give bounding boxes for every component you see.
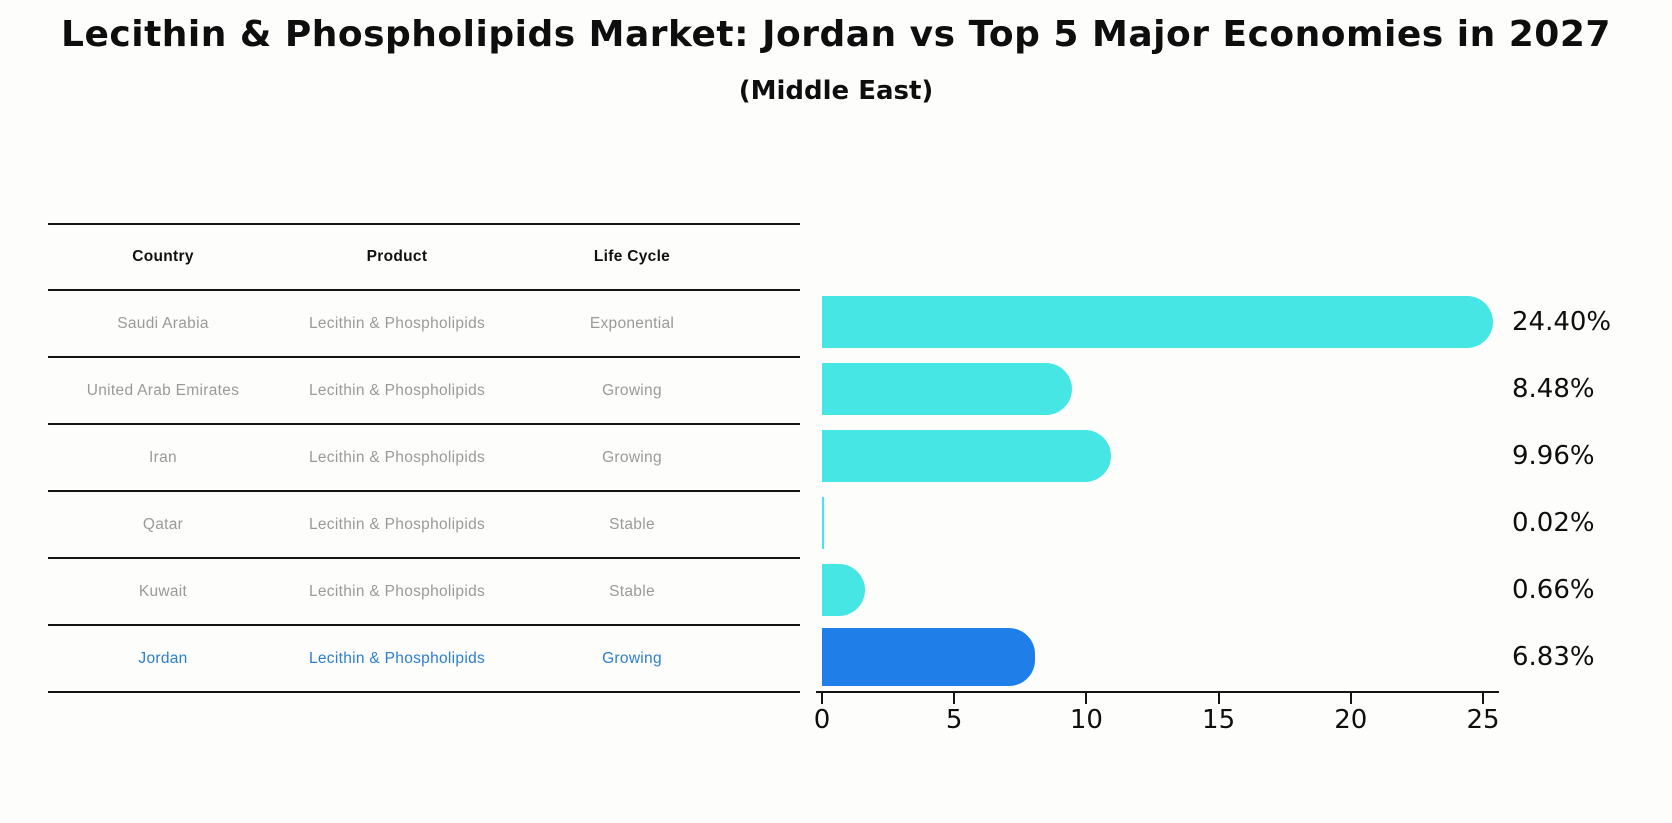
- chart-title: Lecithin & Phospholipids Market: Jordan …: [61, 14, 1611, 55]
- tick-mark: [1085, 693, 1088, 704]
- value-label-saudi-arabia: 24.40%: [1512, 307, 1612, 337]
- cell-product: Lecithin & Phospholipids: [308, 314, 486, 332]
- cell-product: Lecithin & Phospholipids: [308, 582, 486, 600]
- bar-kuwait: [822, 564, 865, 616]
- cell-life-cycle: Growing: [602, 381, 662, 399]
- tick-label: 5: [945, 705, 963, 735]
- cell-country: Jordan: [138, 649, 188, 667]
- table-row-uae: United Arab Emirates Lecithin & Phosphol…: [48, 358, 800, 425]
- column-header-life-cycle: Life Cycle: [593, 248, 671, 265]
- cell-country: Iran: [149, 448, 177, 466]
- x-axis-line: [816, 691, 1499, 693]
- tick-mark: [1349, 693, 1352, 704]
- cell-life-cycle: Growing: [602, 448, 662, 466]
- cell-life-cycle: Stable: [609, 515, 655, 533]
- table-row-saudi-arabia: Saudi Arabia Lecithin & Phospholipids Ex…: [48, 291, 800, 358]
- cell-country: Qatar: [142, 515, 184, 533]
- cell-life-cycle: Growing: [602, 649, 662, 667]
- column-header-product: Product: [366, 248, 428, 265]
- chart-subtitle: (Middle East): [738, 76, 934, 106]
- tick-label: 20: [1334, 705, 1368, 735]
- tick-label: 15: [1202, 705, 1236, 735]
- value-label-iran: 9.96%: [1512, 441, 1595, 471]
- cell-product: Lecithin & Phospholipids: [308, 649, 486, 667]
- bar-iran: [822, 430, 1111, 482]
- bar-saudi-arabia: [822, 296, 1493, 348]
- tick-label: 0: [813, 705, 831, 735]
- tick-label: 25: [1466, 705, 1500, 735]
- table-row-qatar: Qatar Lecithin & Phospholipids Stable: [48, 492, 800, 559]
- tick-label: 10: [1069, 705, 1103, 735]
- cell-product: Lecithin & Phospholipids: [308, 448, 486, 466]
- table-header-row: Country Product Life Cycle: [48, 225, 800, 291]
- value-label-jordan: 6.83%: [1512, 642, 1595, 672]
- cell-life-cycle: Stable: [609, 582, 655, 600]
- cell-country: Kuwait: [138, 582, 188, 600]
- bar-united-arab-emirates: [822, 363, 1072, 415]
- cell-product: Lecithin & Phospholipids: [308, 515, 486, 533]
- column-header-country: Country: [132, 248, 194, 265]
- value-label-uae: 8.48%: [1512, 374, 1595, 404]
- value-label-qatar: 0.02%: [1512, 508, 1595, 538]
- cell-country: Saudi Arabia: [117, 314, 209, 332]
- tick-mark: [821, 693, 823, 704]
- cell-life-cycle: Exponential: [589, 314, 675, 332]
- value-label-kuwait: 0.66%: [1512, 575, 1595, 605]
- table-row-jordan: Jordan Lecithin & Phospholipids Growing: [48, 626, 800, 693]
- tick-mark: [1217, 693, 1220, 704]
- tick-mark: [953, 693, 956, 704]
- tick-mark: [1482, 693, 1484, 704]
- table-row-kuwait: Kuwait Lecithin & Phospholipids Stable: [48, 559, 800, 626]
- cell-product: Lecithin & Phospholipids: [308, 381, 486, 399]
- bar-qatar: [822, 497, 824, 549]
- bar-jordan-highlighted: [822, 628, 1035, 686]
- country-table: Country Product Life Cycle Saudi Arabia …: [48, 223, 800, 693]
- cell-country: United Arab Emirates: [86, 381, 240, 399]
- table-row-iran: Iran Lecithin & Phospholipids Growing: [48, 425, 800, 492]
